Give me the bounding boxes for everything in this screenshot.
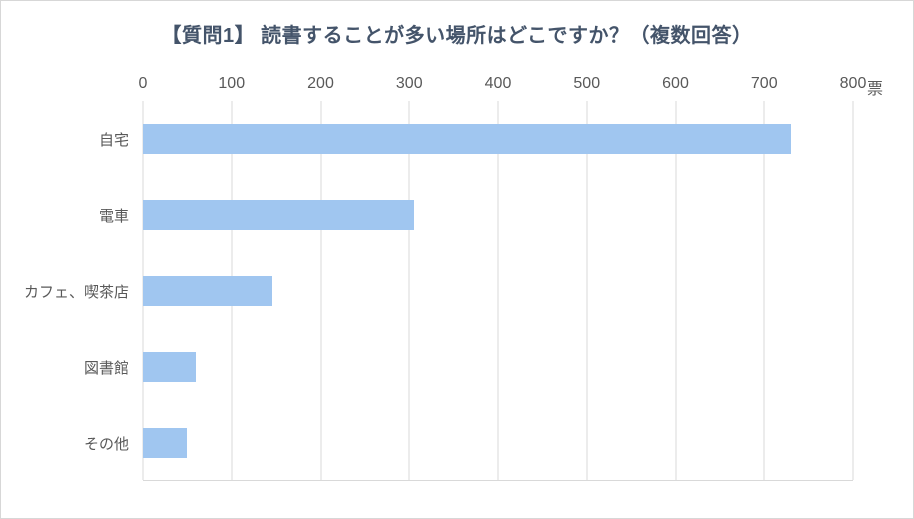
bar [143,352,197,382]
bar-track [143,405,853,481]
category-label: 電車 [98,207,129,225]
axis-tick-label: 800 [839,75,867,92]
bar-track [143,101,853,177]
axis-tick-label: 400 [484,75,512,92]
bar-row: 図書館 [1,329,853,405]
axis-tick-label: 0 [138,75,148,92]
bar-track [143,177,853,253]
category-label: 図書館 [83,359,129,377]
bar [143,200,414,230]
category-label: その他 [83,435,129,453]
axis-tick-label: 700 [750,75,778,92]
value-axis: 0 100 200 300 400 500 600 700 800 [139,75,867,97]
category-label: カフェ、喫茶店 [23,283,129,301]
bar-row: 自宅 [1,101,853,177]
axis-tick-label: 100 [218,75,246,92]
gridline [763,101,765,480]
gridline [320,101,321,480]
axis-unit-label: 票 [867,81,884,98]
bar-track [143,253,853,329]
axis-tick-label: 300 [395,75,423,92]
bar [143,124,791,154]
bar-row: カフェ、喫茶店 [1,253,853,329]
gridline [675,101,676,480]
axis-tick-label: 200 [307,75,334,92]
gridline [586,101,588,480]
bar-rows: 自宅電車カフェ、喫茶店図書館その他 [1,101,853,481]
bar-row: 電車 [1,177,853,253]
axis-tick-label: 500 [573,75,601,92]
bar-track [143,329,853,405]
bar [143,276,272,306]
gridline [497,101,499,480]
category-label: 自宅 [98,131,129,149]
gridline [408,101,410,480]
bar [143,428,188,458]
axis-tick-label: 600 [662,75,689,92]
chart-title: 【質問1】 読書することが多い場所はどこですか？（複数回答） [161,25,753,47]
gridline [852,101,854,480]
bar-row: その他 [1,405,853,481]
